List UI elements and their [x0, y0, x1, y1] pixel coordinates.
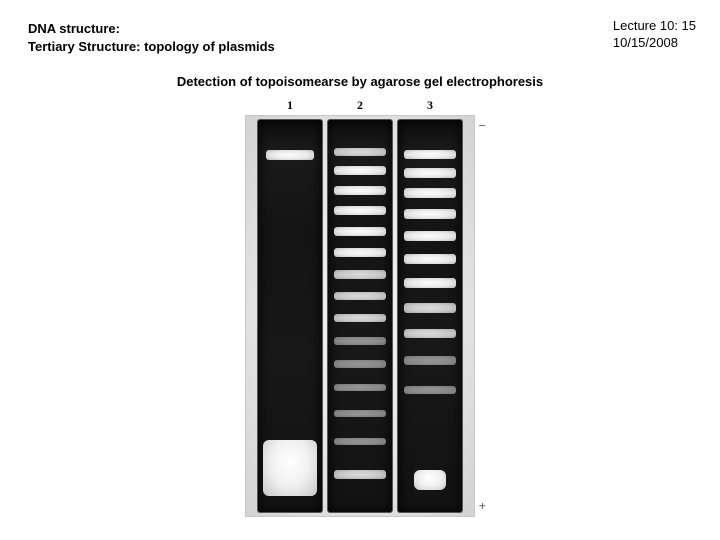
gel-band	[404, 188, 456, 198]
header-left: DNA structure: Tertiary Structure: topol…	[28, 20, 275, 55]
gel-band	[266, 150, 314, 160]
gel-blob	[414, 470, 446, 490]
gel-band	[334, 166, 386, 175]
gel-band	[334, 186, 386, 195]
polarity-minus: −	[479, 118, 486, 134]
lecture-info-line-2: 10/15/2008	[613, 35, 696, 52]
gel-band	[334, 314, 386, 322]
gel-band	[334, 270, 386, 279]
header-line-2: Tertiary Structure: topology of plasmids	[28, 38, 275, 56]
lane-labels-row: 1 2 3	[245, 98, 475, 115]
gel-band	[404, 209, 456, 219]
gel-band	[404, 168, 456, 178]
gel-band	[404, 386, 456, 394]
gel-band	[404, 356, 456, 365]
gel-band	[404, 254, 456, 264]
gel-band	[404, 329, 456, 338]
gel-band	[334, 470, 386, 479]
gel-band	[404, 303, 456, 313]
lecture-info: Lecture 10: 15 10/15/2008	[613, 18, 696, 52]
polarity-plus: +	[479, 498, 486, 514]
gel-band	[404, 231, 456, 241]
gel-band	[334, 360, 386, 368]
gel-band	[334, 206, 386, 215]
lecture-info-line-1: Lecture 10: 15	[613, 18, 696, 35]
lane-label-2: 2	[357, 98, 363, 113]
gel-band	[404, 278, 456, 288]
lane-label-3: 3	[427, 98, 433, 113]
gel-lane-3	[398, 120, 462, 512]
gel-lane-2	[328, 120, 392, 512]
gel-band	[404, 150, 456, 159]
gel-band	[334, 384, 386, 391]
figure-subtitle: Detection of topoisomearse by agarose ge…	[0, 74, 720, 89]
gel-figure: 1 2 3 − +	[245, 98, 475, 517]
gel-blob	[263, 440, 317, 496]
gel-band	[334, 337, 386, 345]
header-line-1: DNA structure:	[28, 20, 275, 38]
lane-label-1: 1	[287, 98, 293, 113]
gel-band	[334, 248, 386, 257]
gel-band	[334, 292, 386, 300]
gel-band	[334, 438, 386, 445]
gel-band	[334, 227, 386, 236]
gel-row: − +	[245, 115, 475, 517]
gel-band	[334, 410, 386, 417]
gel-lane-1	[258, 120, 322, 512]
gel-band	[334, 148, 386, 156]
